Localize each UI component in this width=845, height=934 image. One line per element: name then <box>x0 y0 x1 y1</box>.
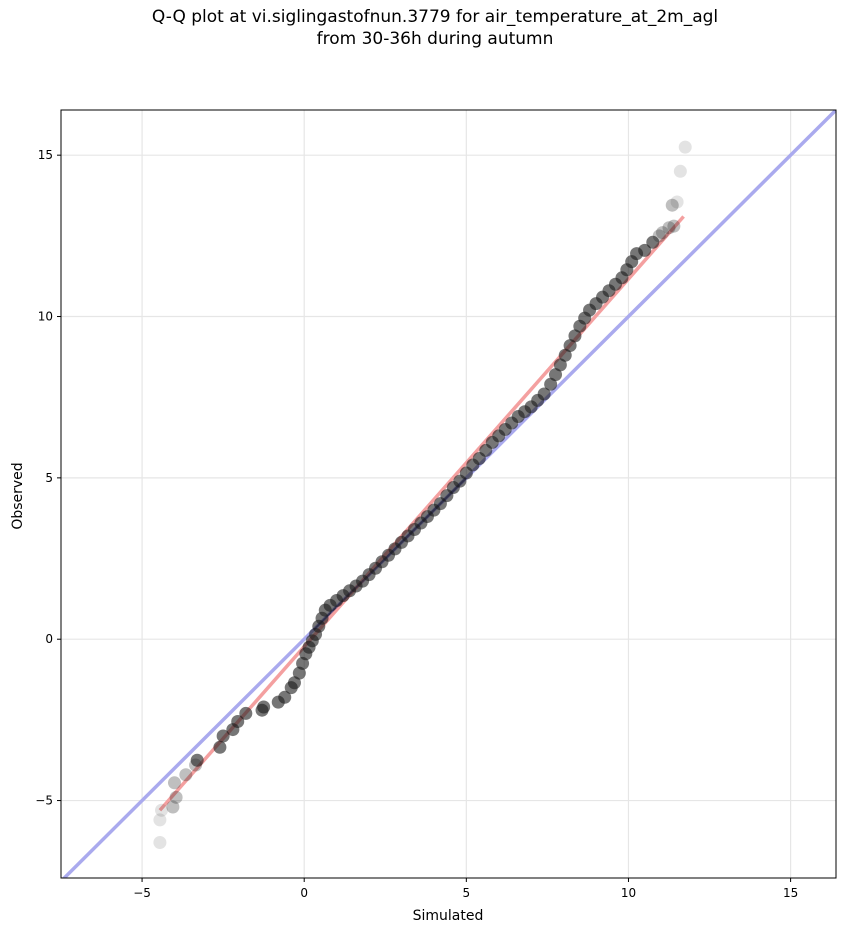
data-point <box>169 790 183 804</box>
data-point <box>652 229 666 243</box>
data-point <box>553 358 567 372</box>
axis-ticks: −5 0 5 10 15 −5 0 5 10 15 <box>35 148 798 900</box>
data-point <box>544 377 558 391</box>
data-point <box>287 676 301 690</box>
data-point <box>662 221 676 235</box>
data-point <box>257 700 271 714</box>
x-tick-label: −5 <box>133 886 151 900</box>
data-point <box>167 776 181 790</box>
x-tick-label: 5 <box>463 886 471 900</box>
y-tick-label: −5 <box>35 794 53 808</box>
data-point <box>153 813 167 827</box>
data-point <box>549 368 563 382</box>
data-point <box>667 219 681 233</box>
x-axis-label: Simulated <box>413 908 484 924</box>
y-tick-label: 10 <box>38 310 53 324</box>
data-point <box>190 753 204 767</box>
x-tick-label: 10 <box>621 886 636 900</box>
data-point <box>537 387 551 401</box>
plot-frame <box>60 109 837 879</box>
data-point <box>665 198 679 212</box>
data-point <box>563 339 577 353</box>
chart-title-line-1: Q-Q plot at vi.siglingastofnun.3779 for … <box>151 7 719 27</box>
data-point <box>153 836 167 850</box>
data-point <box>673 164 687 178</box>
x-tick-label: 0 <box>300 886 308 900</box>
data-point <box>646 235 660 249</box>
grid <box>61 110 836 878</box>
data-point <box>638 243 652 257</box>
data-point <box>166 800 180 814</box>
data-point <box>670 195 684 209</box>
y-tick-label: 15 <box>38 148 53 162</box>
data-point <box>155 803 169 817</box>
data-point <box>231 714 245 728</box>
data-point <box>179 768 193 782</box>
data-point <box>278 690 292 704</box>
y-tick-label: 5 <box>45 471 53 485</box>
data-point <box>558 348 572 362</box>
data-point <box>213 740 227 754</box>
y-axis-label: Observed <box>10 462 26 529</box>
data-points <box>153 140 692 850</box>
chart-title-line-2: from 30-36h during autumn <box>316 29 554 49</box>
data-point <box>656 226 670 240</box>
data-point <box>678 140 692 154</box>
data-point <box>568 329 582 343</box>
chart-title: Q-Q plot at vi.siglingastofnun.3779 for … <box>0 6 845 50</box>
x-tick-label: 15 <box>783 886 798 900</box>
y-tick-label: 0 <box>45 632 53 646</box>
data-point <box>216 729 230 743</box>
data-point <box>239 706 253 720</box>
